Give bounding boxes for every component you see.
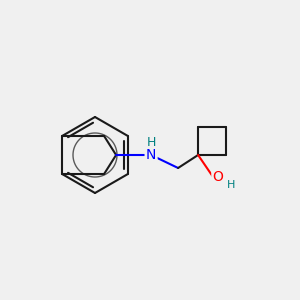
Text: O: O (213, 170, 224, 184)
Text: H: H (146, 136, 156, 149)
Text: H: H (227, 180, 235, 190)
Text: N: N (146, 148, 156, 162)
